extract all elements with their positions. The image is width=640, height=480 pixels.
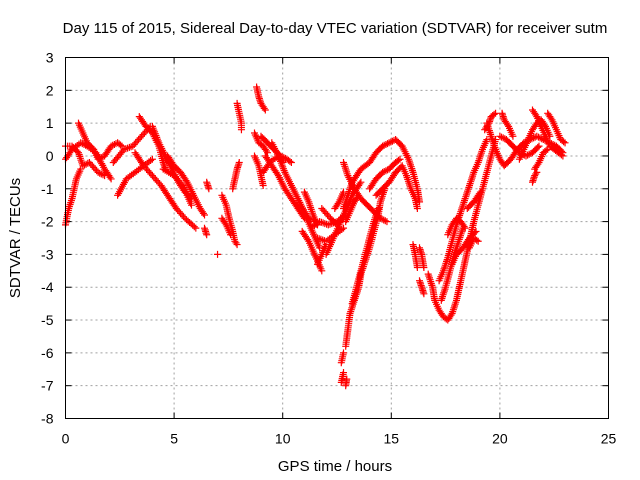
x-tick-label: 0 (62, 431, 70, 447)
y-tick-label: -7 (41, 378, 54, 394)
x-axis-label: GPS time / hours (278, 458, 392, 475)
chart-title: Day 115 of 2015, Sidereal Day-to-day VTE… (63, 20, 608, 37)
y-tick-label: -4 (41, 279, 54, 295)
y-tick-label: -5 (41, 312, 54, 328)
y-tick-label: 2 (46, 82, 54, 98)
x-tick-label: 15 (384, 431, 400, 447)
x-tick-label: 25 (601, 431, 617, 447)
plot-frame (65, 57, 609, 419)
y-tick-label: 0 (46, 148, 54, 164)
y-axis-label: SDTVAR / TECUs (7, 178, 24, 298)
y-tick-label: -8 (41, 411, 54, 427)
grid-lines (65, 57, 609, 419)
y-tick-label: -1 (41, 181, 54, 197)
x-tick-labels: 0 5 10 15 20 25 (62, 431, 617, 447)
x-tick-label: 20 (492, 431, 508, 447)
y-tick-label: -3 (41, 246, 54, 262)
y-tick-labels: -8 -7 -6 -5 -4 -3 -2 -1 0 1 2 3 (41, 50, 54, 427)
y-tick-label: -6 (41, 345, 54, 361)
y-tick-label: 1 (46, 115, 54, 131)
data-points (62, 83, 569, 390)
axis-ticks (65, 57, 609, 419)
sdtvar-point-markers (62, 83, 569, 390)
y-tick-label: 3 (46, 50, 54, 66)
x-tick-label: 10 (275, 431, 291, 447)
y-tick-label: -2 (41, 214, 54, 230)
x-tick-label: 5 (170, 431, 178, 447)
